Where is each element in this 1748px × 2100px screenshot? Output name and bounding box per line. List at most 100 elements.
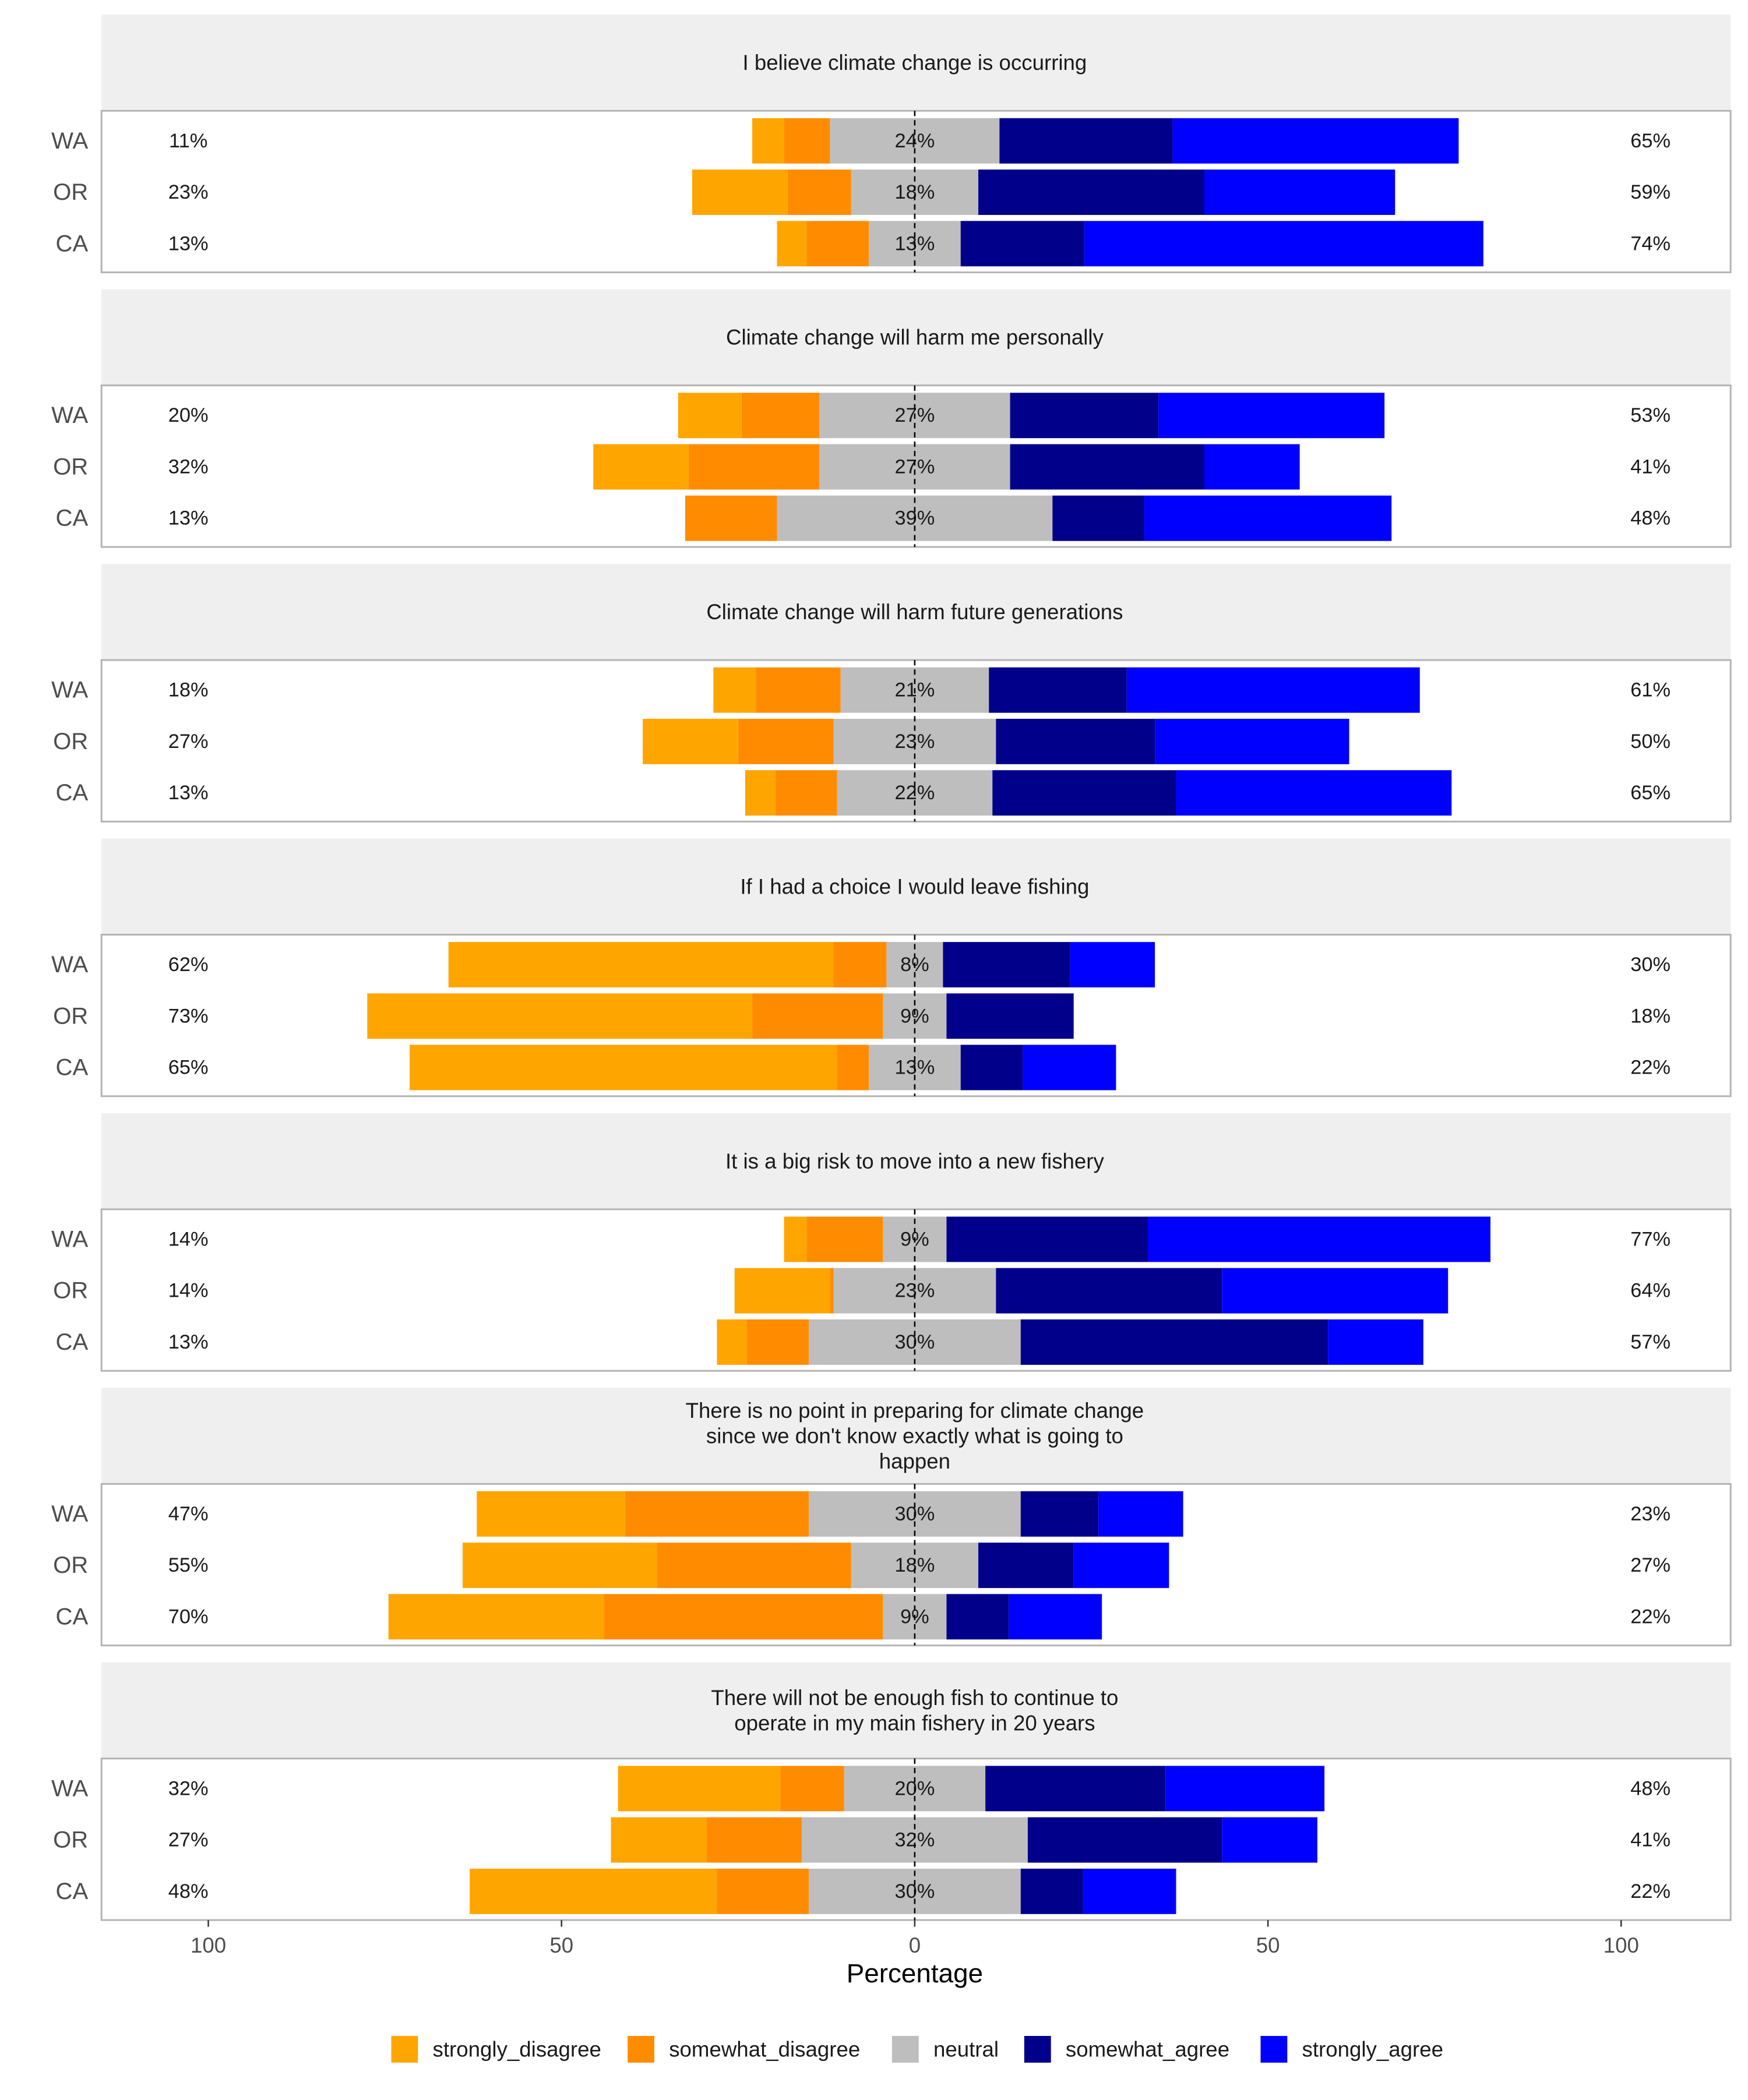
- bar-somewhat-disagree: [780, 1766, 844, 1812]
- bar-somewhat-disagree: [784, 118, 830, 164]
- bar-somewhat-disagree: [657, 1543, 851, 1589]
- bar-strongly-disagree: [745, 770, 776, 816]
- disagree-percent-label: 47%: [168, 1503, 209, 1525]
- bar-strongly-disagree: [611, 1817, 707, 1863]
- bar-strongly-agree: [1165, 1766, 1325, 1812]
- bar-somewhat-disagree: [756, 667, 841, 713]
- disagree-percent-label: 32%: [168, 456, 209, 478]
- facet-title: I believe climate change is occurring: [742, 51, 1087, 75]
- legend-label: neutral: [933, 2037, 999, 2061]
- agree-percent-label: 74%: [1630, 232, 1671, 255]
- bar-somewhat-disagree: [717, 1868, 809, 1914]
- bar-somewhat-agree: [946, 1594, 1009, 1640]
- bar-somewhat-disagree: [787, 170, 851, 215]
- disagree-percent-label: 14%: [168, 1280, 209, 1302]
- agree-percent-label: 61%: [1630, 679, 1671, 701]
- bar-strongly-agree: [1147, 1216, 1490, 1262]
- bar-strongly-disagree: [470, 1868, 717, 1914]
- bar-strongly-agree: [1023, 1044, 1116, 1090]
- disagree-percent-label: 27%: [168, 730, 209, 753]
- bar-somewhat-agree: [978, 1543, 1074, 1589]
- region-label: CA: [56, 780, 89, 806]
- bar-strongly-disagree: [367, 993, 753, 1039]
- bar-strongly-disagree: [734, 1268, 830, 1314]
- x-tick-label: 100: [1603, 1933, 1639, 1957]
- region-label: WA: [51, 403, 88, 428]
- region-label: WA: [51, 677, 88, 703]
- region-label: WA: [51, 1227, 88, 1252]
- bar-strongly-disagree: [784, 1216, 807, 1262]
- facet-strip: [101, 289, 1731, 386]
- bar-strongly-agree: [1155, 718, 1349, 764]
- legend-swatch: [891, 2036, 919, 2063]
- bar-strongly-disagree: [777, 221, 807, 267]
- agree-percent-label: 22%: [1630, 1880, 1671, 1903]
- bar-strongly-disagree: [692, 170, 788, 215]
- bar-strongly-agree: [1144, 495, 1392, 541]
- bar-somewhat-agree: [1020, 1319, 1328, 1365]
- agree-percent-label: 64%: [1630, 1280, 1671, 1302]
- bar-somewhat-agree: [960, 221, 1084, 267]
- bar-somewhat-disagree: [837, 1044, 869, 1090]
- bar-somewhat-disagree: [806, 221, 869, 267]
- agree-percent-label: 77%: [1630, 1229, 1671, 1251]
- region-label: CA: [56, 1879, 89, 1904]
- agree-percent-label: 48%: [1630, 1777, 1671, 1799]
- bar-somewhat-disagree: [830, 1268, 834, 1314]
- bar-strongly-agree: [1204, 170, 1395, 215]
- facet-title: Climate change will harm future generati…: [706, 600, 1123, 624]
- x-tick-label: 50: [1256, 1933, 1280, 1957]
- disagree-percent-label: 20%: [168, 404, 209, 426]
- bar-strongly-agree: [1222, 1817, 1317, 1863]
- bar-somewhat-disagree: [806, 1216, 883, 1262]
- bar-strongly-disagree: [477, 1491, 625, 1537]
- region-label: CA: [56, 231, 89, 256]
- facet-title: since we don't know exactly what is goin…: [706, 1424, 1123, 1448]
- bar-strongly-agree: [1073, 1543, 1169, 1589]
- disagree-percent-label: 62%: [168, 954, 209, 976]
- region-label: OR: [53, 179, 88, 205]
- region-label: CA: [56, 1055, 89, 1081]
- bar-somewhat-agree: [1010, 444, 1204, 490]
- bar-strongly-agree: [1158, 393, 1385, 439]
- bar-somewhat-agree: [978, 170, 1204, 215]
- x-tick-label: 0: [909, 1933, 921, 1957]
- bar-somewhat-disagree: [833, 942, 887, 988]
- facet-strip: [101, 838, 1731, 935]
- disagree-percent-label: 11%: [169, 130, 207, 152]
- bar-somewhat-agree: [1027, 1817, 1222, 1863]
- agree-percent-label: 41%: [1630, 1829, 1671, 1851]
- legend-swatch: [1024, 2036, 1051, 2063]
- bar-somewhat-agree: [946, 993, 1074, 1039]
- region-label: CA: [56, 506, 89, 531]
- facet-title: There is no point in preparing for clima…: [686, 1399, 1144, 1423]
- bar-somewhat-disagree: [688, 444, 820, 490]
- bar-somewhat-agree: [946, 1216, 1148, 1262]
- agree-percent-label: 18%: [1630, 1005, 1671, 1027]
- agree-percent-label: 22%: [1630, 1605, 1671, 1628]
- agree-percent-label: 30%: [1630, 954, 1671, 976]
- bar-strongly-disagree: [713, 667, 756, 713]
- x-axis-title: Percentage: [847, 1958, 983, 1988]
- disagree-percent-label: 73%: [168, 1005, 209, 1027]
- bar-somewhat-disagree: [625, 1491, 809, 1537]
- disagree-percent-label: 13%: [168, 1331, 209, 1353]
- bar-strongly-disagree: [462, 1543, 657, 1589]
- bar-strongly-disagree: [643, 718, 738, 764]
- region-label: WA: [51, 128, 88, 154]
- agree-percent-label: 27%: [1630, 1554, 1671, 1576]
- facet-title: happen: [879, 1449, 950, 1473]
- bar-somewhat-agree: [992, 770, 1176, 816]
- region-label: OR: [53, 1827, 88, 1853]
- x-tick-label: 50: [549, 1933, 573, 1957]
- bar-strongly-disagree: [593, 444, 689, 490]
- region-label: CA: [56, 1604, 89, 1629]
- facet-strip: [101, 15, 1731, 111]
- bar-somewhat-disagree: [706, 1817, 802, 1863]
- legend-label: somewhat_disagree: [669, 2037, 860, 2061]
- bar-strongly-agree: [1009, 1594, 1102, 1640]
- bar-strongly-disagree: [448, 942, 834, 988]
- bar-somewhat-agree: [996, 718, 1155, 764]
